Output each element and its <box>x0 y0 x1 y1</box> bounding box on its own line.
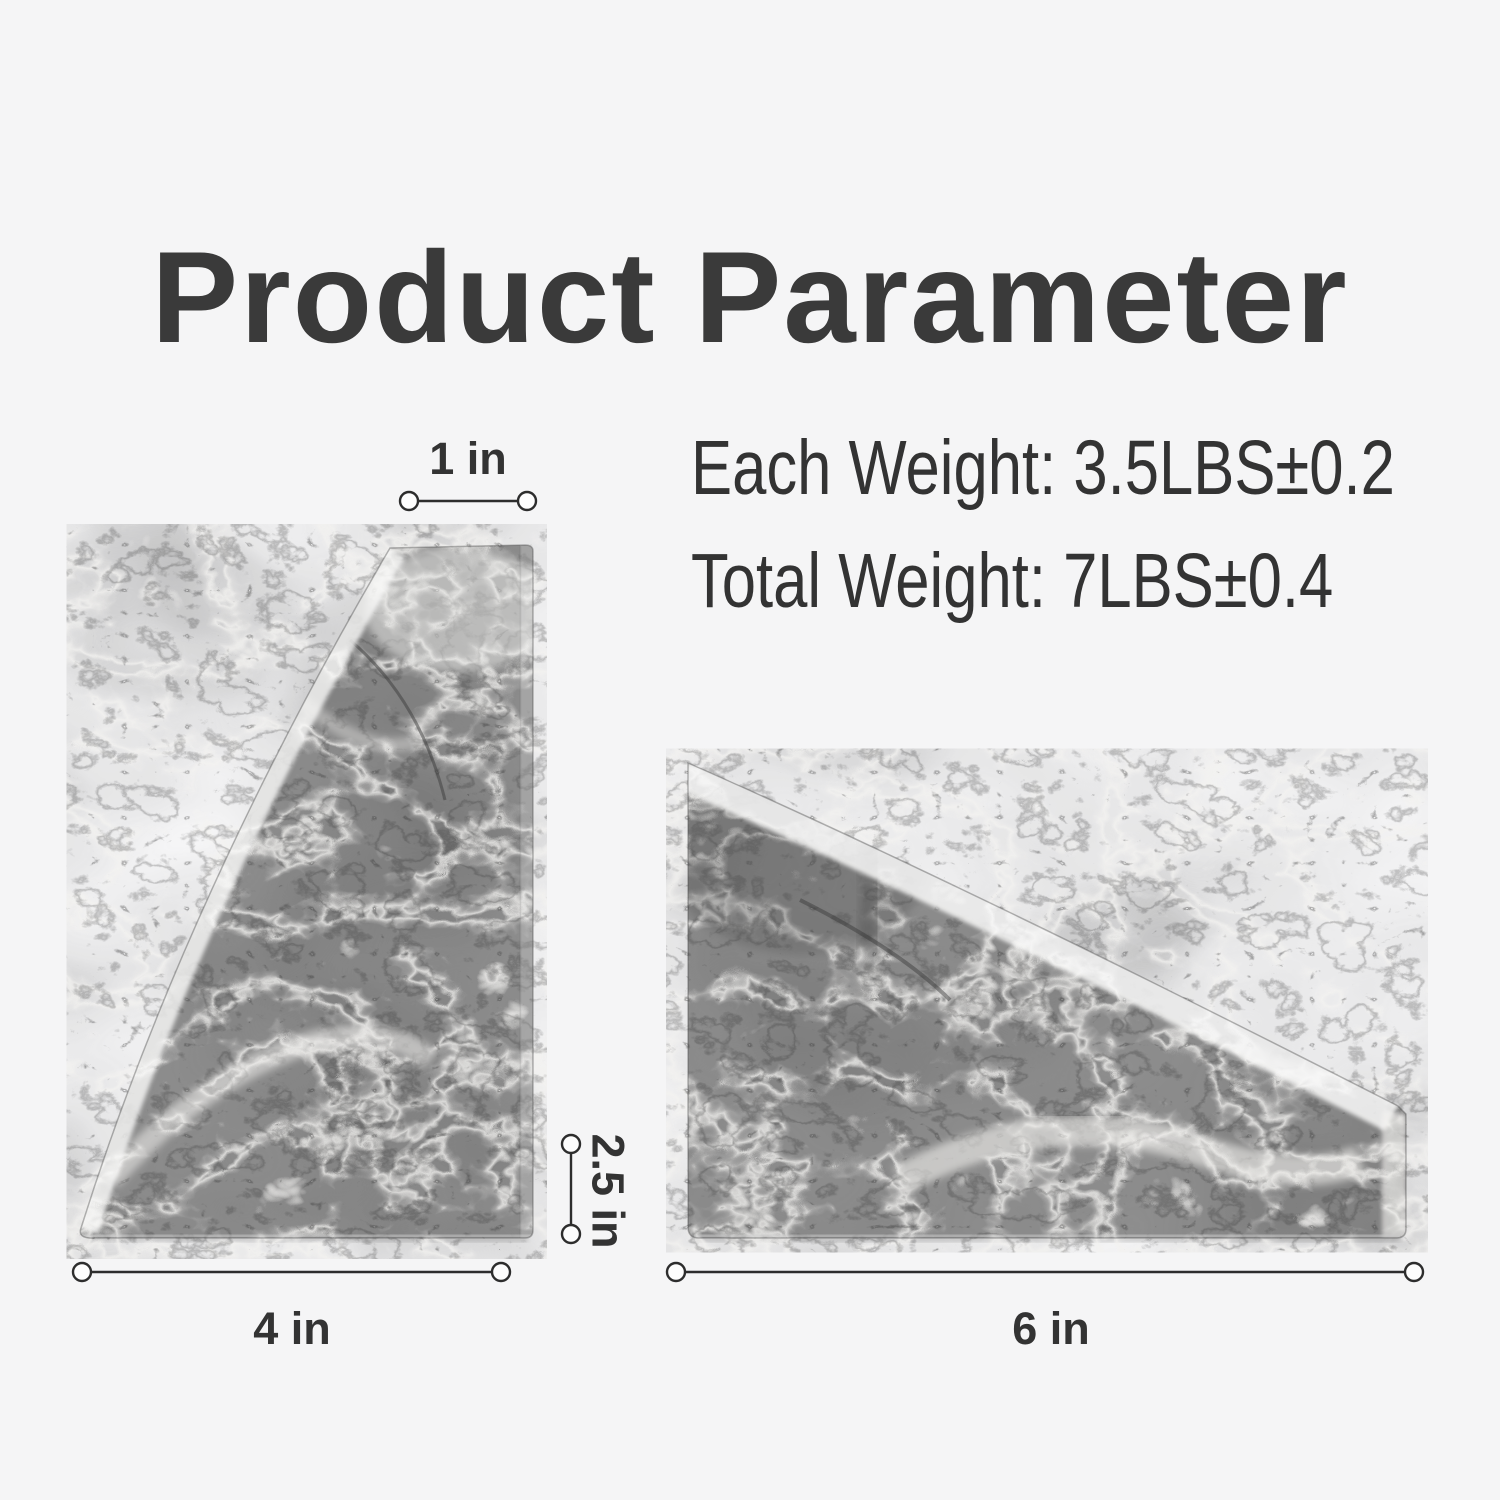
left-bookend-shadow <box>88 1237 528 1242</box>
weight-specs: Each Weight: 3.5LBS±0.2 Total Weight: 7L… <box>691 412 1395 638</box>
dimension-label-left-base-width: 4 in <box>253 1303 331 1354</box>
dimension-label-left-top-width: 1 in <box>429 433 507 484</box>
right-bookend-shadow <box>694 1237 1402 1242</box>
dimension-endpoint-circle <box>516 490 538 512</box>
dimension-label-right-base-width: 6 in <box>1012 1303 1090 1354</box>
dimension-line-left-base-width <box>71 1261 512 1283</box>
right-bookend-end-face <box>1382 1110 1406 1238</box>
dimension-line-right-base-width <box>665 1261 1425 1283</box>
total-weight-text: Total Weight: 7LBS±0.4 <box>691 538 1334 624</box>
dimension-endpoint-circle <box>665 1261 687 1283</box>
dimension-line-left-top-width <box>398 490 538 512</box>
left-bookend-image <box>79 544 534 1239</box>
page-title: Product Parameter <box>151 224 1349 371</box>
dimension-endpoint-circle <box>71 1261 93 1283</box>
dimension-endpoint-circle <box>398 490 420 512</box>
dimension-endpoint-circle <box>490 1261 512 1283</box>
dimension-endpoint-circle <box>1403 1261 1425 1283</box>
dimension-label-depth: 2.5 in <box>582 1133 634 1249</box>
right-bookend-slant-highlight <box>688 763 1406 1131</box>
left-bookend-side-face <box>520 545 533 1238</box>
left-bookend-slant-highlight <box>80 545 406 1234</box>
dimension-endpoint-circle <box>560 1133 582 1155</box>
each-weight-text: Each Weight: 3.5LBS±0.2 <box>691 425 1395 511</box>
dimension-endpoint-circle <box>560 1223 582 1245</box>
right-bookend-image <box>687 761 1407 1239</box>
dimension-line-depth <box>560 1133 582 1245</box>
